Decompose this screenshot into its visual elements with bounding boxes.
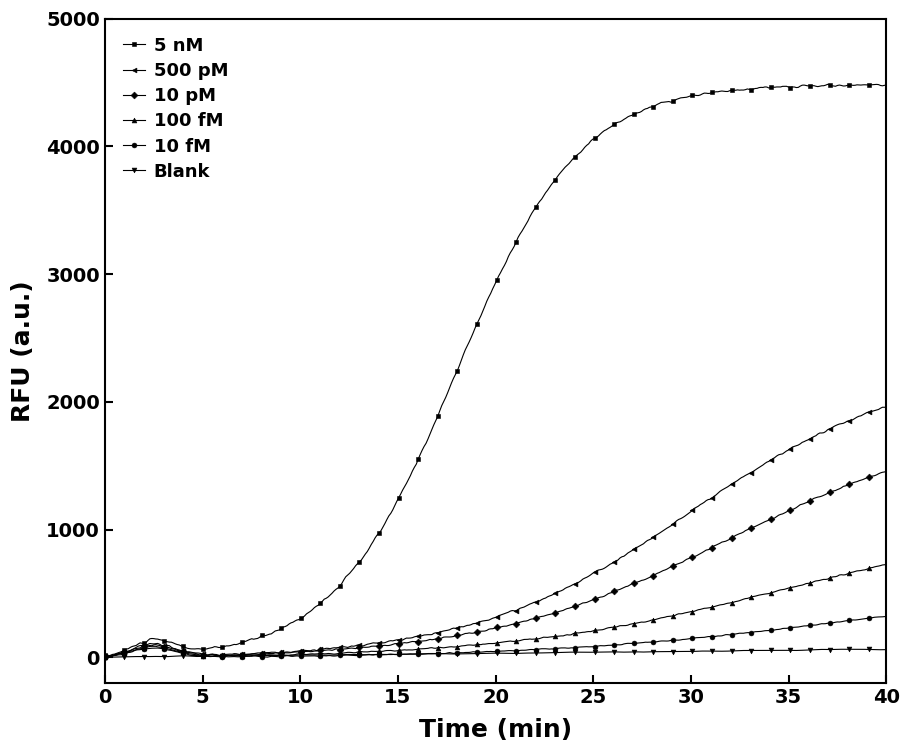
5 nM [670,96,681,105]
10 fM [881,612,892,621]
Blank [668,647,679,656]
100 fM [668,611,679,620]
Y-axis label: RFU (a.u.): RFU (a.u.) [11,280,36,422]
10 pM [409,637,420,646]
10 pM [591,594,602,603]
500 pM [593,566,604,575]
Blank [836,645,847,654]
5 nM [822,80,833,89]
100 fM [881,560,892,569]
500 pM [99,651,110,660]
10 pM [193,651,204,660]
500 pM [881,403,892,412]
10 pM [354,643,365,652]
500 pM [106,652,117,661]
10 fM [193,651,204,660]
5 nM [881,81,892,90]
5 nM [665,98,676,107]
100 fM [591,626,602,635]
10 fM [99,653,110,662]
Blank [99,653,110,662]
Blank [354,650,365,659]
5 nM [99,651,110,660]
Line: 10 pM: 10 pM [102,469,889,659]
Blank [881,645,892,654]
5 nM [103,651,114,660]
500 pM [356,642,367,651]
5 nM [411,459,422,468]
500 pM [195,649,206,658]
500 pM [411,632,422,641]
500 pM [665,521,676,530]
5 nM [195,645,206,654]
100 fM [193,651,204,660]
Line: 100 fM: 100 fM [102,562,889,659]
10 pM [663,563,674,572]
Line: 500 pM: 500 pM [102,405,889,659]
10 pM [99,652,110,661]
100 fM [409,645,420,654]
10 fM [665,636,676,645]
5 nM [593,132,604,141]
Blank [591,648,602,657]
Blank [193,652,204,661]
10 fM [670,636,681,645]
500 pM [877,403,888,412]
Blank [663,647,674,656]
100 fM [663,612,674,621]
10 fM [262,653,273,662]
Line: Blank: Blank [102,647,889,660]
10 fM [356,651,367,660]
X-axis label: Time (min): Time (min) [419,718,572,742]
100 fM [354,647,365,656]
10 pM [668,562,679,571]
500 pM [670,518,681,527]
10 fM [593,642,604,651]
10 fM [411,650,422,659]
Line: 5 nM: 5 nM [102,82,889,658]
Legend: 5 nM, 500 pM, 10 pM, 100 fM, 10 fM, Blank: 5 nM, 500 pM, 10 pM, 100 fM, 10 fM, Blan… [114,28,237,190]
Line: 10 fM: 10 fM [102,614,889,660]
100 fM [99,652,110,661]
Blank [409,650,420,659]
5 nM [356,556,367,565]
10 pM [881,467,892,476]
